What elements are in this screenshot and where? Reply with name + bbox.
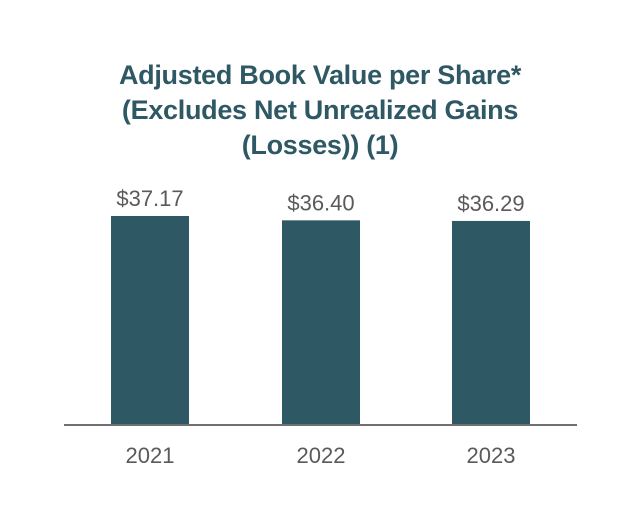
chart-title-line-3: (Losses)) (1)	[241, 130, 399, 160]
data-label-2022: $36.40	[287, 190, 354, 215]
x-tick-label-2021: 2021	[126, 443, 175, 468]
chart-title-line-1: Adjusted Book Value per Share*	[118, 60, 522, 90]
data-label-2021: $37.17	[116, 186, 183, 211]
chart-title: Adjusted Book Value per Share* (Excludes…	[0, 58, 640, 163]
data-label-2023: $36.29	[457, 191, 524, 216]
bar-2021	[111, 216, 189, 425]
bar-2023	[452, 220, 530, 425]
x-tick-label-2022: 2022	[297, 443, 346, 468]
x-tick-label-2023: 2023	[467, 443, 516, 468]
bar-2022	[282, 220, 360, 425]
chart-title-line-2: (Excludes Net Unrealized Gains	[121, 95, 519, 125]
